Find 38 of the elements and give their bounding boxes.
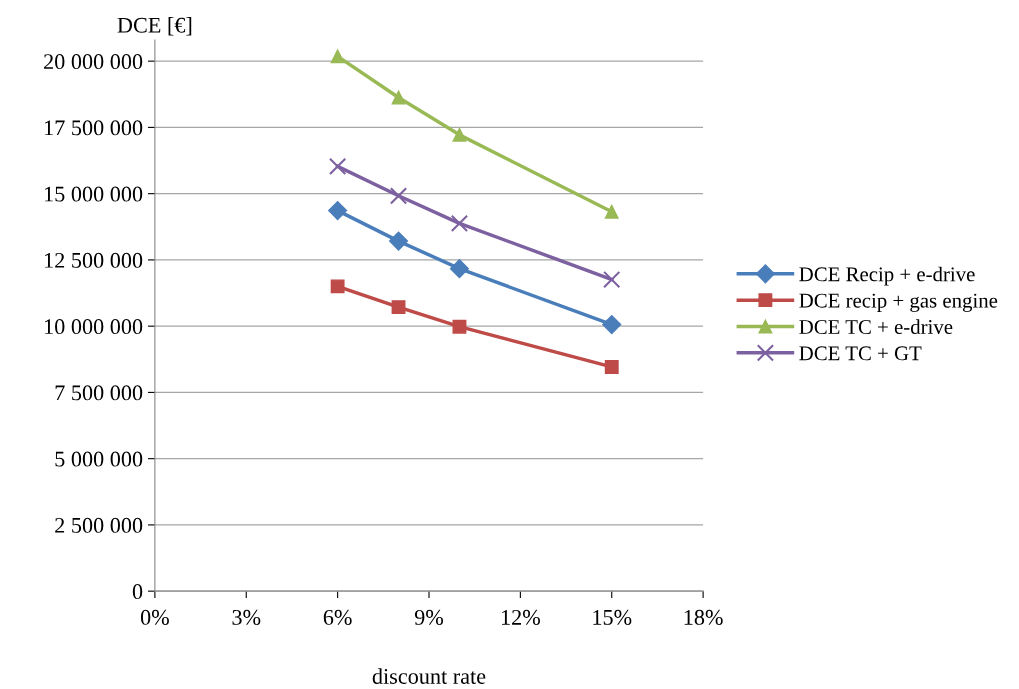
- y-tick-label: 0: [132, 584, 143, 600]
- x-tick-label: 3%: [232, 609, 261, 625]
- y-tick-label: 17 500 000: [45, 120, 143, 136]
- y-tick-label: 10 000 000: [45, 319, 143, 335]
- x-tick-label: 18%: [684, 609, 723, 625]
- y-tick-label: 7 500 000: [55, 385, 143, 401]
- y-tick-label: 12 500 000: [45, 252, 143, 268]
- y-tick-label: 20 000 000: [44, 54, 143, 70]
- x-tick-label: 6%: [323, 609, 352, 625]
- point: [391, 300, 406, 315]
- x-tick-label: 12%: [501, 609, 540, 625]
- legend-label: DCE recip + gas engine: [799, 293, 998, 312]
- x-tick-label: 9%: [414, 609, 444, 625]
- point: [328, 157, 347, 176]
- point: [604, 360, 619, 374]
- point: [602, 315, 622, 335]
- legend-label: DCE TC + GT: [799, 346, 922, 361]
- point: [452, 127, 467, 142]
- x-tick-label: 0%: [140, 609, 169, 625]
- point: [450, 214, 469, 233]
- x-tick-label: 15%: [593, 609, 632, 625]
- point: [452, 319, 467, 334]
- point: [328, 201, 348, 221]
- point: [389, 187, 408, 205]
- point: [449, 259, 469, 279]
- point: [603, 270, 621, 289]
- point: [389, 231, 409, 251]
- point: [391, 90, 406, 105]
- point: [330, 49, 345, 64]
- y-tick-label: 15 000 000: [45, 186, 143, 202]
- legend-label: DCE TC + e-drive: [799, 319, 953, 335]
- x-axis-title: discount rate: [372, 668, 486, 684]
- y-tick-label: 5 000 000: [55, 451, 143, 467]
- y-axis-title: DCE [€]: [117, 17, 192, 36]
- y-tick-label: 2 500 000: [55, 517, 143, 533]
- legend-label: DCE Recip + e-drive: [799, 266, 975, 286]
- point: [330, 279, 345, 294]
- point: [604, 204, 619, 219]
